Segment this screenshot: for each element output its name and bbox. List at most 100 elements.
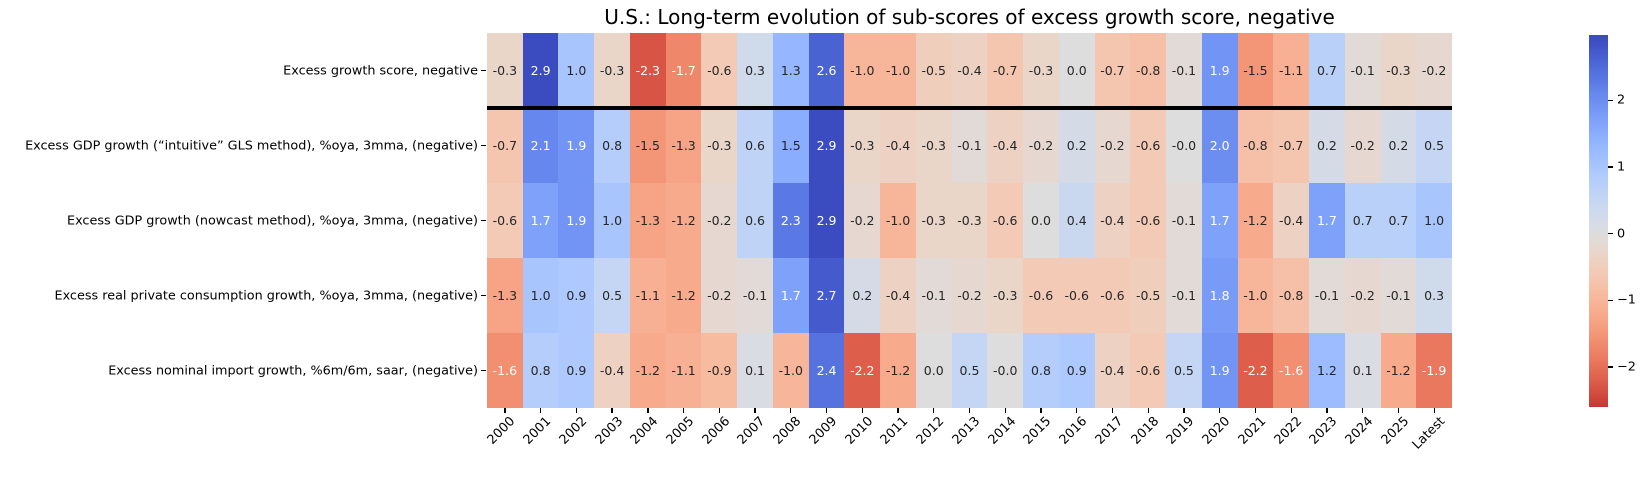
x-tick-mark [1434,408,1435,413]
heatmap-cell: -1.3 [630,183,666,258]
x-tick-label: 2023 [1307,414,1341,448]
heatmap-grid: -0.32.91.0-0.3-2.3-1.7-0.60.31.32.6-1.0-… [487,33,1452,408]
heatmap-cell: -0.3 [916,183,952,258]
heatmap-cell: -0.6 [1023,258,1059,333]
heatmap-cell: -2.3 [630,33,666,108]
x-tick-label: 2020 [1200,414,1234,448]
heatmap-cell: -0.3 [952,183,988,258]
heatmap-cell: -0.6 [1130,108,1166,183]
x-tick-mark [1148,408,1149,413]
row-label: Excess real private consumption growth, … [0,288,478,303]
x-tick-mark [647,408,648,413]
heatmap-cell: 1.9 [1202,33,1238,108]
x-tick-mark [1326,408,1327,413]
heatmap-cell: 0.1 [1345,333,1381,408]
x-tick-mark [1398,408,1399,413]
colorbar-tick-mark [1608,166,1613,167]
heatmap-cell: 2.9 [809,108,845,183]
heatmap-cell: 1.3 [773,33,809,108]
heatmap-cell: 0.3 [737,33,773,108]
heatmap-cell: 0.6 [737,183,773,258]
heatmap-cell: 1.0 [1416,183,1452,258]
row-label: Excess GDP growth (nowcast method), %oya… [0,213,478,228]
heatmap-cell: -0.3 [987,258,1023,333]
heatmap-cell: 2.6 [809,33,845,108]
x-tick-mark [611,408,612,413]
x-tick-mark [1040,408,1041,413]
heatmap-cell: -0.6 [1130,333,1166,408]
heatmap-cell: -0.3 [916,108,952,183]
heatmap-cell: 0.4 [1059,183,1095,258]
heatmap-cell: 0.7 [1345,183,1381,258]
y-tick-mark [481,370,486,371]
heatmap-cell: 0.8 [1023,333,1059,408]
x-tick-mark [1291,408,1292,413]
heatmap-cell: -1.1 [666,333,702,408]
x-tick-label: 2004 [628,414,662,448]
heatmap-figure: U.S.: Long-term evolution of sub-scores … [0,0,1649,490]
heatmap-cell: -1.7 [666,33,702,108]
heatmap-cell: -0.1 [1345,33,1381,108]
heatmap-cell: -0.3 [487,33,523,108]
colorbar-tick-mark [1608,233,1613,234]
heatmap-cell: 1.2 [1309,333,1345,408]
heatmap-cell: -1.3 [487,258,523,333]
x-tick-label: 2015 [1021,414,1055,448]
x-tick-label: 2022 [1271,414,1305,448]
heatmap-cell: -0.9 [701,333,737,408]
x-tick-mark [1183,408,1184,413]
heatmap-cell: 0.9 [1059,333,1095,408]
heatmap-cell: -1.2 [666,183,702,258]
heatmap-cell: -1.5 [1238,33,1274,108]
y-tick-mark [481,220,486,221]
x-tick-label: 2010 [842,414,876,448]
heatmap-cell: 2.9 [523,33,559,108]
heatmap-cell: -1.6 [1273,333,1309,408]
heatmap-cell: 0.5 [1166,333,1202,408]
heatmap-cell: 2.9 [809,183,845,258]
heatmap-cell: 2.7 [809,258,845,333]
x-tick-mark [933,408,934,413]
heatmap-cell: -0.7 [1273,108,1309,183]
heatmap-cell: -1.0 [880,183,916,258]
heatmap-cell: 0.5 [594,258,630,333]
heatmap-cell: 0.3 [1416,258,1452,333]
heatmap-cell: -0.6 [1059,258,1095,333]
x-tick-label: 2002 [556,414,590,448]
heatmap-cell: -0.2 [1345,258,1381,333]
heatmap-cell: -0.4 [1273,183,1309,258]
colorbar-tick-mark [1608,366,1613,367]
x-tick-label: 2017 [1092,414,1126,448]
row-label: Excess nominal import growth, %6m/6m, sa… [0,363,478,378]
heatmap-cell: 0.7 [1381,183,1417,258]
heatmap-cell: -1.2 [1381,333,1417,408]
x-tick-label: 2003 [592,414,626,448]
x-tick-mark [754,408,755,413]
heatmap-cell: -1.2 [1238,183,1274,258]
heatmap-cell: 2.1 [523,108,559,183]
heatmap-cell: -0.1 [1381,258,1417,333]
x-tick-mark [1076,408,1077,413]
colorbar-tick-mark [1608,300,1613,301]
x-tick-mark [719,408,720,413]
heatmap-cell: -0.2 [1345,108,1381,183]
x-tick-label: 2008 [771,414,805,448]
chart-title: U.S.: Long-term evolution of sub-scores … [487,5,1452,29]
heatmap-cell: -0.4 [952,33,988,108]
x-tick-label: 2018 [1128,414,1162,448]
x-tick-label: 2012 [914,414,948,448]
heatmap-cell: -1.6 [487,333,523,408]
heatmap-cell: 1.0 [594,183,630,258]
heatmap-cell: -0.1 [1166,258,1202,333]
heatmap-cell: -0.4 [880,108,916,183]
heatmap-cell: 1.7 [1309,183,1345,258]
heatmap-cell: -0.1 [916,258,952,333]
heatmap-cell: -0.2 [701,258,737,333]
x-tick-label: 2025 [1378,414,1412,448]
heatmap-cell: 0.6 [737,108,773,183]
x-tick-mark [826,408,827,413]
x-tick-mark [683,408,684,413]
heatmap-cell: 0.0 [916,333,952,408]
heatmap-cell: -0.4 [1095,333,1131,408]
heatmap-cell: 1.9 [558,183,594,258]
